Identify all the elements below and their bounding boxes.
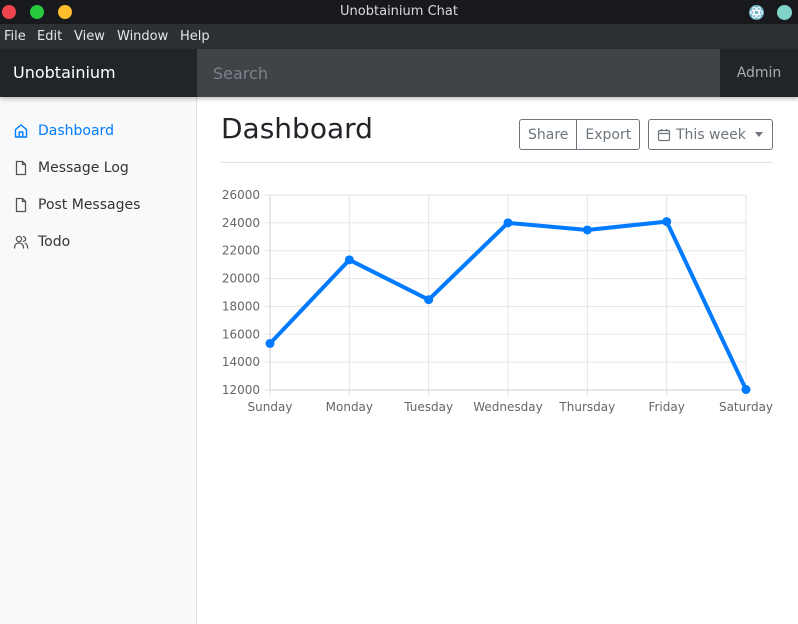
admin-link[interactable]: Admin <box>720 49 798 97</box>
menu-view[interactable]: View <box>74 29 105 44</box>
users-icon <box>13 235 29 249</box>
data-point <box>741 385 751 395</box>
title-divider <box>221 162 773 163</box>
export-button[interactable]: Export <box>576 119 641 150</box>
menu-window[interactable]: Window <box>117 29 169 44</box>
y-tick-label: 18000 <box>222 299 260 313</box>
x-tick-label: Friday <box>648 400 684 414</box>
window-titlebar: Unobtainium Chat <box>0 0 798 24</box>
window-title: Unobtainium Chat <box>340 4 458 19</box>
y-tick-label: 12000 <box>222 383 260 397</box>
file-icon <box>15 160 27 176</box>
search-input[interactable] <box>197 49 720 97</box>
share-button[interactable]: Share <box>519 119 578 150</box>
sidebar-item-label: Dashboard <box>38 123 114 139</box>
y-tick-label: 24000 <box>222 216 260 230</box>
data-point <box>582 225 592 235</box>
window-minimize-button[interactable] <box>58 5 72 19</box>
sidebar-item-label: Todo <box>38 234 71 250</box>
y-tick-label: 16000 <box>222 327 260 341</box>
share-export-group: Share Export <box>519 119 641 150</box>
data-point <box>503 218 513 228</box>
x-tick-label: Tuesday <box>403 400 453 414</box>
sidebar-item-label: Message Log <box>38 160 129 176</box>
x-tick-label: Saturday <box>719 400 773 414</box>
chevron-down-icon <box>754 132 763 137</box>
y-tick-label: 20000 <box>222 272 260 286</box>
menu-file[interactable]: File <box>4 29 26 44</box>
home-icon <box>14 124 28 138</box>
brand-link[interactable]: Unobtainium <box>0 49 197 97</box>
data-point <box>424 295 434 305</box>
y-tick-label: 22000 <box>222 244 260 258</box>
data-point <box>344 255 354 265</box>
x-tick-label: Monday <box>326 400 373 414</box>
x-tick-label: Wednesday <box>473 400 542 414</box>
data-point <box>662 217 672 227</box>
y-tick-label: 26000 <box>222 188 260 202</box>
data-point <box>265 338 275 348</box>
calendar-icon <box>657 128 671 141</box>
sidebar-item-message-log[interactable]: Message Log <box>0 153 196 183</box>
page-title: Dashboard <box>221 112 373 145</box>
line-chart: 12000 14000 16000 18000 20000 22000 24000 26000… <box>222 188 773 414</box>
sidebar-item-dashboard[interactable]: Dashboard <box>0 116 196 146</box>
sidebar-item-todo[interactable]: Todo <box>0 227 196 257</box>
tray-status-icon[interactable] <box>777 5 792 20</box>
period-label: This week <box>676 126 746 143</box>
y-tick-label: 14000 <box>222 355 260 369</box>
electron-icon[interactable] <box>749 5 764 20</box>
sidebar-item-label: Post Messages <box>38 197 141 213</box>
window-close-button[interactable] <box>2 5 16 19</box>
period-dropdown-button[interactable]: This week <box>648 119 773 150</box>
menu-edit[interactable]: Edit <box>37 29 63 44</box>
x-tick-label: Sunday <box>248 400 293 414</box>
window-maximize-button[interactable] <box>30 5 44 19</box>
top-navbar: Unobtainium Admin <box>0 49 798 97</box>
x-tick-label: Thursday <box>558 400 615 414</box>
sidebar-item-post-messages[interactable]: Post Messages <box>0 190 196 220</box>
file-icon <box>15 197 27 213</box>
menubar: File Edit View Window Help <box>0 24 798 49</box>
sidebar: Dashboard Message Log Post Messages Todo <box>0 97 197 624</box>
menu-help[interactable]: Help <box>180 29 210 44</box>
